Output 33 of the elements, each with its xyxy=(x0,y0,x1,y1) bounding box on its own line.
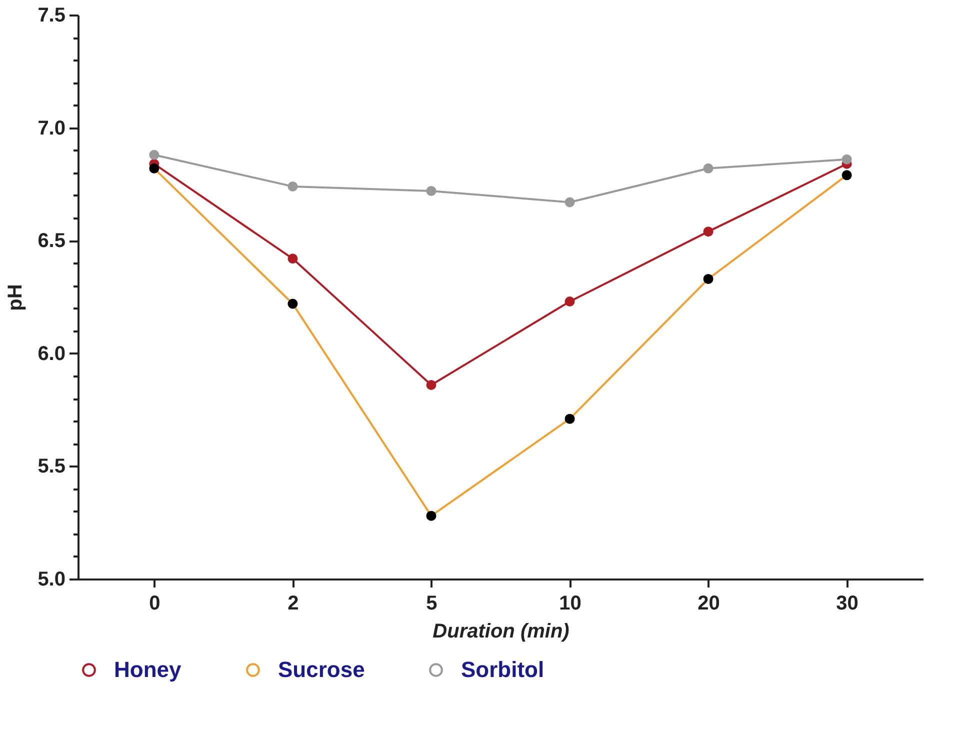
y-tick-label: 6.0 xyxy=(38,342,66,365)
point xyxy=(564,414,575,424)
point xyxy=(288,298,298,309)
legend-label: Honey xyxy=(114,657,182,682)
point xyxy=(149,150,160,160)
point xyxy=(426,380,436,390)
legend-label: Sucrose xyxy=(278,657,365,682)
x-tick-label: 5 xyxy=(426,592,438,614)
point xyxy=(842,154,852,164)
point xyxy=(842,170,852,180)
x-tick-label: 2 xyxy=(288,592,299,614)
x-axis-title: Duration (min) xyxy=(432,620,570,642)
legend-label: Sorbitol xyxy=(461,657,544,682)
point xyxy=(426,510,436,521)
point xyxy=(426,186,436,196)
point xyxy=(288,181,298,192)
y-tick-label: 6.5 xyxy=(38,230,66,252)
point xyxy=(703,274,714,284)
point xyxy=(149,163,160,174)
x-tick-label: 0 xyxy=(149,592,160,614)
point xyxy=(564,197,575,208)
x-tick-label: 30 xyxy=(836,592,858,614)
point xyxy=(703,163,714,174)
point xyxy=(703,226,714,237)
y-axis-title: pH xyxy=(4,284,27,311)
y-tick-label: 7.0 xyxy=(38,117,66,140)
x-tick-label: 20 xyxy=(698,592,720,614)
y-tick-label: 7.5 xyxy=(38,4,66,26)
point xyxy=(288,254,298,264)
point xyxy=(564,296,575,306)
y-tick-label: 5.0 xyxy=(38,568,66,590)
y-tick-label: 5.5 xyxy=(38,456,66,478)
x-tick-label: 10 xyxy=(559,592,582,614)
